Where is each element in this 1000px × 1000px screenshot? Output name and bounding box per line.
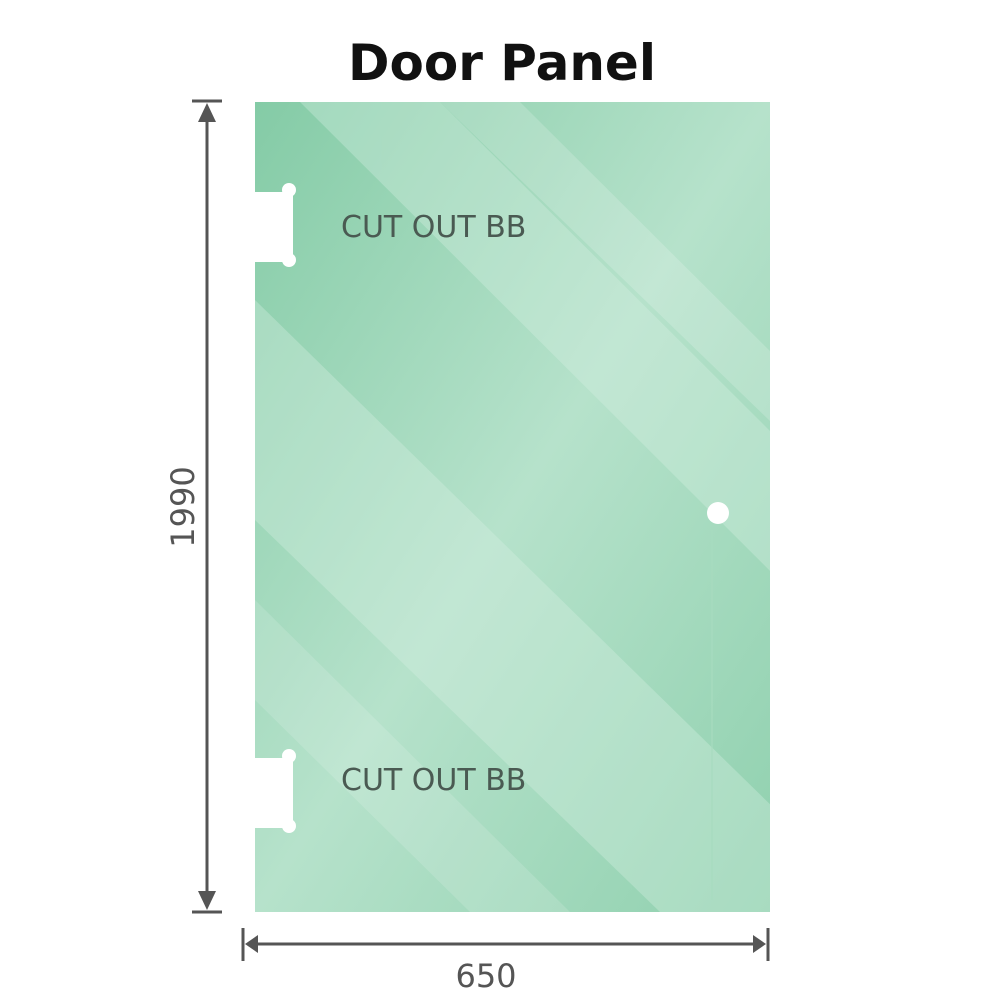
width-dimension-arrow: [241, 928, 770, 961]
diagram-title: Door Panel: [348, 34, 656, 92]
height-label: 1990: [164, 466, 202, 547]
glass-panel: [255, 102, 770, 912]
cutout-label: CUT OUT BB: [341, 763, 526, 798]
width-label: 650: [455, 957, 516, 995]
cutout-top: [255, 183, 296, 267]
handle-hole: [707, 502, 729, 524]
height-dimension-arrow: [192, 99, 222, 914]
cutout-label: CUT OUT BB: [341, 210, 526, 245]
cutout-bottom: [255, 749, 296, 833]
